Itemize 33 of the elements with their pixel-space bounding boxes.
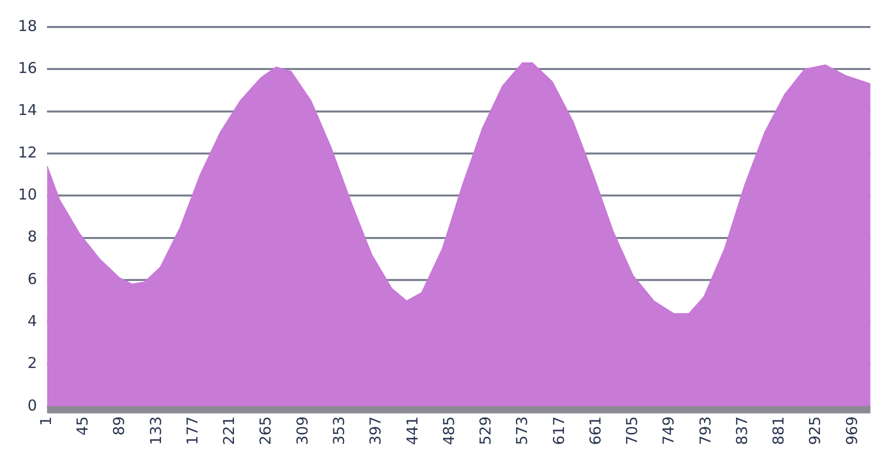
x-tick-label: 177 [183,416,202,446]
x-tick-label: 1 [36,416,55,426]
x-tick-label: 45 [74,416,92,436]
y-tick-label: 10 [18,186,38,204]
x-tick-label: 133 [146,416,165,446]
x-tick-label: 661 [586,416,604,446]
y-tick-label: 2 [28,354,38,372]
y-tick-label: 12 [18,143,38,162]
y-tick-label: 14 [18,101,38,120]
y-tick-label: 8 [28,228,38,246]
y-tick-label: 6 [28,270,38,288]
y-tick-label: 18 [18,16,38,35]
x-tick-label: 837 [732,416,751,446]
y-tick-label: 16 [18,59,38,78]
x-tick-label: 485 [440,416,458,446]
x-tick-label: 441 [403,416,422,446]
x-tick-label: 573 [513,416,532,446]
x-tick-label: 705 [623,416,642,446]
x-tick-label: 881 [770,416,788,446]
y-tick-label: 4 [28,312,38,330]
x-tick-label: 793 [696,416,714,446]
x-tick-label: 89 [110,416,128,436]
x-tick-label: 617 [550,416,568,446]
x-tick-label: 529 [476,416,495,446]
x-tick-label: 925 [806,416,824,446]
x-tick-label: 353 [330,416,348,446]
x-tick-label: 749 [660,416,678,446]
y-tick-label: 0 [28,396,38,414]
x-tick-label: 969 [842,416,861,446]
x-tick-label: 397 [366,416,385,446]
x-tick-label: 221 [220,416,238,446]
x-tick-label: 309 [293,416,312,446]
x-tick-label: 265 [256,416,275,446]
